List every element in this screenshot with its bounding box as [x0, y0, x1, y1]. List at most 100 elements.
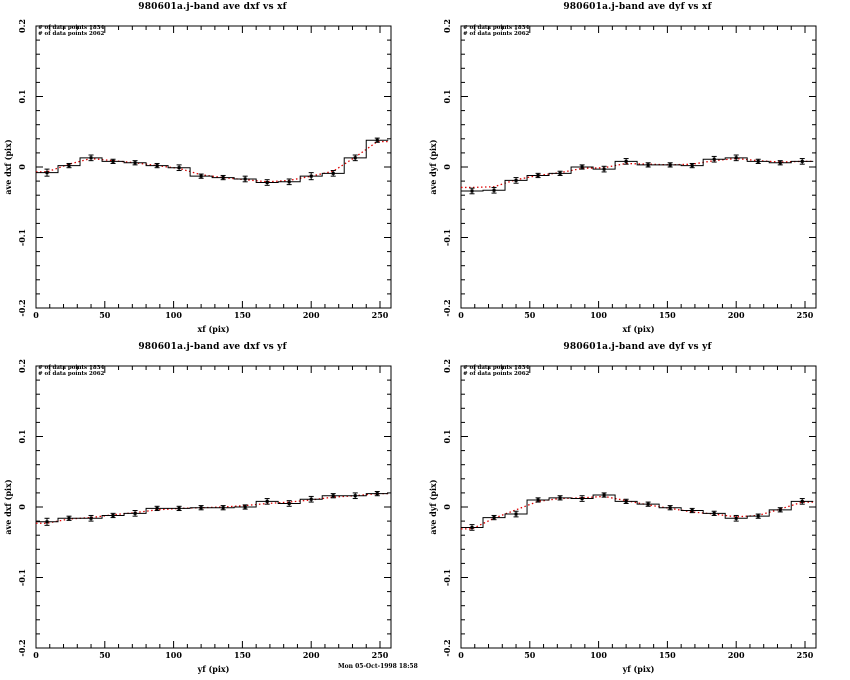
x-tick-label: 100 — [165, 310, 182, 320]
data-point — [778, 508, 782, 512]
x-tick-label: 0 — [33, 310, 39, 320]
x-tick-label: 0 — [33, 650, 39, 660]
data-point — [756, 159, 760, 163]
x-tick-label: 150 — [234, 650, 251, 660]
axis-ticks — [460, 25, 816, 309]
x-tick-label: 100 — [590, 310, 607, 320]
y-tick-label: -0.2 — [442, 639, 452, 656]
plot-canvas-dxf-vs-yf: 0 50 100 150 200 250 -0.2 -0.1 0 0.1 0.2 yf (pix) av… — [3, 359, 392, 674]
annotation-line: # of data points 2062 — [38, 371, 105, 377]
data-point — [331, 494, 335, 498]
x-tick-label: 250 — [797, 650, 814, 660]
y-axis-label: ave dyf (pix) — [428, 479, 438, 534]
data-point — [580, 497, 584, 501]
data-points — [469, 492, 805, 531]
annotation-line: # of data points 1834 — [463, 25, 530, 31]
x-tick-label: 200 — [728, 650, 745, 660]
data-point — [536, 173, 540, 177]
data-points — [44, 137, 380, 186]
y-axis-label: ave dxf (pix) — [3, 479, 13, 534]
panel-title: 980601a.j-band ave dyf vs yf — [563, 342, 712, 352]
data-point — [111, 159, 115, 163]
data-point — [265, 499, 269, 503]
data-point — [602, 167, 606, 171]
data-point — [492, 188, 496, 192]
panel-title: 980601a.j-band ave dyf vs xf — [563, 2, 712, 12]
x-tick-label: 50 — [524, 310, 536, 320]
data-point — [155, 164, 159, 168]
y-tick-label: 0.2 — [442, 19, 452, 33]
step-line — [461, 157, 814, 192]
data-point — [778, 161, 782, 165]
x-tick-label: 250 — [797, 310, 814, 320]
panel-title: 980601a.j-band ave dxf vs xf — [138, 2, 287, 12]
x-tick-label: 100 — [590, 650, 607, 660]
data-point — [155, 506, 159, 510]
x-tick-label: 150 — [234, 310, 251, 320]
data-point — [265, 181, 269, 185]
step-line — [36, 139, 389, 184]
y-tick-label: -0.1 — [17, 229, 27, 246]
data-point — [287, 180, 291, 184]
data-point — [375, 138, 379, 142]
data-point — [89, 156, 93, 160]
y-tick-label: 0.2 — [442, 359, 452, 373]
annotation-line: # of data points 2062 — [38, 31, 105, 37]
data-point — [243, 177, 247, 181]
data-point — [712, 511, 716, 515]
data-point — [624, 499, 628, 503]
data-point — [734, 156, 738, 160]
data-point — [558, 496, 562, 500]
data-point — [67, 516, 71, 520]
data-point — [492, 516, 496, 520]
x-tick-label: 50 — [524, 650, 536, 660]
data-point — [111, 513, 115, 517]
data-point — [243, 505, 247, 509]
data-points — [469, 154, 805, 195]
data-point — [712, 157, 716, 161]
x-tick-label: 0 — [458, 310, 464, 320]
y-tick-label: 0.2 — [17, 19, 27, 33]
data-point — [734, 516, 738, 520]
data-point — [45, 171, 49, 175]
step-line — [461, 494, 814, 528]
x-tick-label: 50 — [99, 310, 111, 320]
axis-ticks — [35, 25, 391, 309]
annotation-line: # of data points 2062 — [463, 31, 530, 37]
panel-dxf-vs-yf: 980601a.j-band ave dxf vs yf 0 50 100 150 20… — [0, 340, 425, 680]
x-tick-label: 50 — [99, 650, 111, 660]
y-axis-label: ave dxf (pix) — [3, 139, 13, 194]
data-point — [221, 506, 225, 510]
data-point — [353, 494, 357, 498]
x-axis-label: yf (pix) — [197, 664, 230, 674]
y-tick-label: -0.2 — [17, 299, 27, 316]
data-point — [199, 506, 203, 510]
y-tick-label: -0.1 — [442, 569, 452, 586]
data-point — [536, 498, 540, 502]
data-point — [624, 159, 628, 163]
data-point — [800, 499, 804, 503]
y-axis-label: ave dyf (pix) — [428, 139, 438, 194]
overlay-dotted-line — [461, 495, 814, 530]
plot-canvas-dyf-vs-xf: 0 50 100 150 200 250 -0.2 -0.1 0 0.1 0.2 xf (pix) av… — [428, 19, 817, 334]
data-point — [177, 506, 181, 510]
data-point — [199, 174, 203, 178]
y-tick-label: 0.1 — [442, 90, 452, 104]
overlay-dotted-line — [36, 140, 389, 183]
annotation-line: # of data points 1834 — [463, 365, 530, 371]
x-axis-label: xf (pix) — [623, 324, 655, 334]
data-point — [67, 164, 71, 168]
y-tick-label: 0.1 — [17, 430, 27, 444]
x-tick-label: 150 — [659, 650, 676, 660]
data-point — [375, 492, 379, 496]
x-tick-label: 250 — [372, 650, 389, 660]
data-point — [580, 165, 584, 169]
data-point — [470, 525, 474, 529]
axis-ticks — [35, 365, 391, 649]
x-tick-label: 250 — [372, 310, 389, 320]
axis-frame — [35, 365, 392, 649]
data-point — [177, 166, 181, 170]
x-axis-label: yf (pix) — [622, 664, 655, 674]
